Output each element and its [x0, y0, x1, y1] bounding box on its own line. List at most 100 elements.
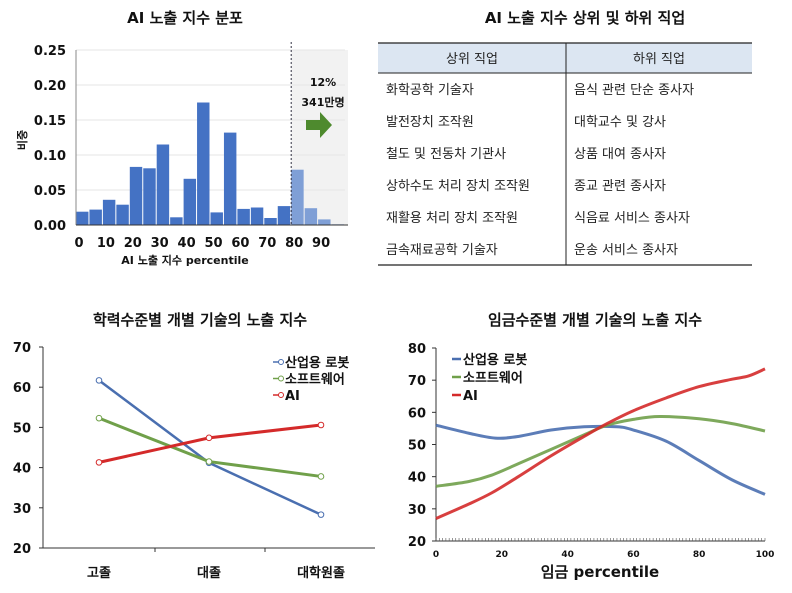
x-tick-label: 40	[178, 236, 196, 251]
data-point	[95, 414, 103, 422]
x-tick-label: 60	[627, 550, 640, 560]
data-point	[95, 377, 103, 384]
legend-label: 산업용 로봇	[463, 352, 527, 368]
histogram-bar	[102, 199, 116, 225]
histogram-annotation: 12% 341만명	[301, 76, 344, 109]
x-tick-label: 100	[756, 550, 775, 560]
table-cell: 화학공학 기술자	[386, 83, 474, 98]
histogram-bar	[237, 208, 250, 225]
histogram-bar	[116, 204, 129, 225]
x-tick-label: 90	[312, 236, 330, 251]
histogram-bar	[318, 219, 331, 225]
series-curve	[435, 367, 766, 520]
x-tick-label: 대학원졸	[297, 565, 345, 581]
data-point	[317, 421, 325, 429]
histogram-title: AI 노출 지수 분포	[127, 9, 243, 27]
x-tick-label: 40	[561, 550, 574, 560]
series-curve	[435, 423, 766, 496]
histogram-bar	[197, 102, 210, 225]
x-tick-label: 0	[433, 550, 439, 560]
table-cell: 상하수도 처리 장치 조작원	[386, 179, 530, 194]
wage-chart-xlabel: 임금 percentile	[541, 563, 660, 581]
table-header-bg	[378, 43, 752, 73]
y-tick-label: 60	[408, 406, 426, 421]
table-cell: 재활용 처리 장치 조작원	[386, 211, 518, 226]
y-tick-label: 0.15	[34, 114, 66, 129]
histogram-bar	[143, 168, 156, 225]
table-header-cell: 하위 직업	[633, 52, 685, 67]
y-tick-label: 0.00	[34, 219, 66, 234]
histogram-chart: AI 노출 지수 분포 AI 노출 지수 percentile 비중 0.00 0…	[15, 9, 348, 267]
data-point	[205, 458, 213, 465]
y-tick-label: 80	[408, 342, 426, 357]
histogram-bar	[277, 206, 291, 225]
legend-label: 산업용 로봇	[285, 355, 349, 371]
table-cell: 대학교수 및 강사	[574, 115, 666, 130]
table-cell: 금속재료공학 기술자	[386, 243, 498, 258]
histogram-bar	[129, 166, 143, 225]
y-tick-label: 50	[408, 439, 426, 454]
y-tick-label: 70	[13, 341, 31, 356]
legend-marker	[278, 392, 284, 398]
y-tick-label: 20	[408, 535, 426, 550]
y-tick-label: 30	[13, 502, 31, 517]
x-tick-label: 60	[231, 236, 249, 251]
x-tick-label: 10	[97, 236, 115, 251]
x-tick-label: 20	[496, 550, 509, 560]
table-cell: 종교 관련 종사자	[574, 179, 666, 194]
y-tick-label: 40	[13, 462, 31, 477]
histogram-bar	[304, 208, 318, 225]
annotation-share: 12%	[310, 76, 336, 89]
annotation-count: 341만명	[301, 95, 344, 109]
data-point	[317, 511, 325, 518]
x-tick-label: 고졸	[87, 566, 111, 581]
table-cell: 음식 관련 단순 종사자	[574, 83, 694, 98]
wage-chart-title: 임금수준별 개별 기술의 노출 지수	[488, 311, 702, 329]
y-tick-label: 40	[408, 471, 426, 486]
histogram-xlabel: AI 노출 지수 percentile	[121, 253, 248, 267]
y-tick-label: 0.10	[34, 149, 66, 164]
y-tick-label: 50	[13, 421, 31, 436]
histogram-ylabel: 비중	[15, 130, 29, 150]
y-tick-label: 0.20	[34, 79, 66, 94]
legend-label: AI	[285, 389, 300, 404]
wage-line-chart: 임금수준별 개별 기술의 노출 지수 임금 percentile 20 30 40 5…	[408, 311, 774, 581]
table-cell: 운송 서비스 종사자	[574, 243, 678, 258]
x-tick-label: 50	[204, 236, 222, 251]
arrow-right-icon	[306, 112, 332, 138]
y-tick-label: 30	[408, 503, 426, 518]
y-tick-label: 0.25	[34, 44, 66, 59]
histogram-bar	[223, 132, 237, 225]
x-tick-label: 대졸	[197, 566, 221, 581]
education-line-chart: 학력수준별 개별 기술의 노출 지수 20 30 40 50 60 70 고졸 대졸 대학원졸 산…	[13, 311, 375, 581]
x-tick-label: 80	[693, 550, 706, 560]
series-line	[98, 416, 322, 478]
y-tick-label: 0.05	[34, 184, 66, 199]
x-tick-label: 80	[285, 236, 303, 251]
table-header-cell: 상위 직업	[446, 52, 498, 67]
data-point	[95, 459, 103, 466]
data-point	[205, 434, 213, 442]
table-cell: 발전장치 조작원	[386, 115, 474, 130]
x-tick-label: 30	[151, 236, 169, 251]
histogram-bar	[183, 178, 197, 225]
legend-marker	[278, 359, 284, 365]
histogram-bar	[76, 211, 89, 225]
histogram-bar	[156, 144, 170, 225]
x-tick-label: 20	[124, 236, 142, 251]
table-cell: 상품 대여 종사자	[574, 147, 666, 162]
histogram-bar	[170, 217, 183, 225]
legend-label: 소프트웨어	[285, 372, 345, 388]
legend-label: 소프트웨어	[463, 370, 523, 386]
y-tick-label: 70	[408, 374, 426, 389]
data-point	[317, 473, 325, 480]
legend-marker	[278, 375, 284, 382]
x-tick-label: 70	[258, 236, 276, 251]
histogram-bar	[210, 212, 223, 225]
table-cell: 식음료 서비스 종사자	[574, 211, 690, 226]
histogram-bar	[264, 218, 277, 225]
y-tick-label: 20	[13, 542, 31, 557]
histogram-bar	[250, 207, 264, 225]
